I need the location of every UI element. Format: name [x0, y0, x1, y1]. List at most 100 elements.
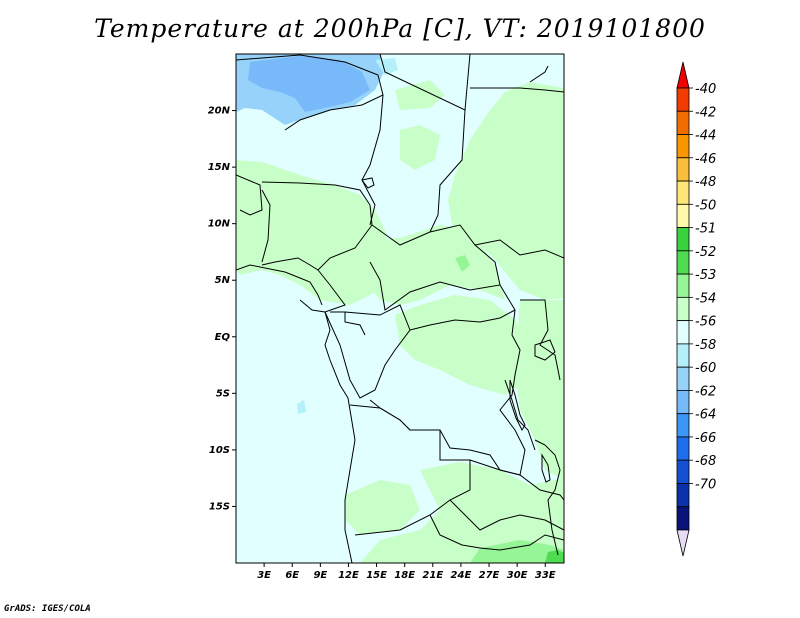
coastline-east-africa: [534, 439, 561, 556]
border-southern: [449, 499, 564, 531]
colorbar-label: -42: [695, 105, 716, 120]
colorbar-swatch: [676, 203, 690, 228]
colorbar-swatch: [676, 296, 690, 322]
colorbar-label: -60: [695, 361, 716, 376]
coastline-lake-chad: [361, 177, 375, 189]
colorbar-swatch: [676, 87, 690, 112]
lat-tick-label: 10S: [209, 445, 230, 456]
border-zambia: [469, 459, 564, 501]
border-cameroon: [299, 269, 346, 313]
colorbar-bottom-arrow: [676, 529, 690, 557]
lat-tick-label: EQ: [215, 332, 231, 343]
lon-tick-label: 24E: [451, 570, 472, 581]
lat-tick-label: 15N: [208, 162, 231, 173]
colorbar-swatch: [676, 459, 690, 484]
fill-region-minus54-sahara: [400, 125, 440, 170]
colorbar-swatch: [676, 390, 690, 415]
border-gabon: [330, 311, 366, 336]
border-egypt-sudan: [470, 87, 564, 93]
lon-tick-label: 21E: [422, 570, 443, 581]
colorbar-label: -46: [695, 152, 716, 167]
colorbar-label: -66: [695, 431, 716, 446]
lake-malawi: [541, 453, 551, 483]
colorbar-swatch: [676, 227, 690, 252]
lon-tick-label: 33E: [535, 570, 556, 581]
lon-tick-label: 18E: [394, 570, 415, 581]
grads-credit: GrADS: IGES/COLA: [4, 604, 91, 614]
fill-region-minus54-east: [448, 82, 564, 300]
colorbar-label: -53: [695, 268, 716, 283]
map-plot-area: 20N 15N 10N 5N EQ 5S 10S 15S 3E 6E 9E 12E 15E 18E 21E…: [208, 53, 565, 581]
lon-tick-label: 3E: [257, 570, 271, 581]
fill-region-minus54-west-africa: [236, 160, 390, 305]
colorbar-top-arrow: [676, 61, 690, 89]
colorbar-swatch: [676, 273, 690, 298]
colorbar-swatch: [676, 343, 690, 368]
colorbar-swatch: [676, 157, 690, 182]
colorbar-swatch: [676, 110, 690, 135]
border-niger-chad: [361, 94, 384, 226]
colorbar-swatch: [676, 134, 690, 159]
fill-region-minus52-south: [545, 550, 564, 563]
border-uganda-kenya: [520, 299, 561, 381]
fill-region-minus54-southwest: [345, 480, 420, 535]
colorbar-label: -40: [695, 82, 716, 97]
chart-title: Temperature at 200hPa [C], VT: 201910180…: [94, 14, 706, 43]
colorbar-label: -56: [695, 315, 716, 330]
border-nigeria: [261, 181, 373, 271]
coastline-red-sea: [529, 65, 549, 83]
colorbar-label: -70: [695, 477, 716, 492]
lat-tick-label: 5N: [215, 275, 231, 286]
fill-region-minus60: [248, 56, 370, 112]
fill-region-minus56-south: [297, 400, 306, 414]
fill-region-minus53-central: [455, 255, 470, 272]
colorbar-swatch: [676, 366, 690, 391]
lat-tick-label: 5S: [216, 388, 230, 399]
latitude-axis: 20N 15N 10N 5N EQ 5S 10S 15S: [208, 106, 236, 512]
colorbar-label: -62: [695, 384, 716, 399]
colorbar-label: -50: [695, 198, 716, 213]
colorbar-swatch: [676, 320, 690, 345]
fill-region-minus54-congo: [395, 295, 530, 395]
lat-tick-label: 20N: [208, 106, 231, 117]
border-drc-north: [409, 309, 516, 331]
lon-tick-label: 15E: [366, 570, 387, 581]
fill-region-minus54-north-strip: [395, 80, 445, 110]
border-angola: [349, 404, 471, 536]
fill-region-minus56-north: [375, 58, 398, 75]
colorbar-swatch: [676, 180, 690, 205]
country-borders: [236, 54, 564, 563]
border-south-lower: [429, 514, 564, 551]
lat-tick-label: 10N: [208, 219, 231, 230]
colorbar-label: -68: [695, 454, 716, 469]
coastline-gulf-guinea: [324, 311, 356, 563]
lon-tick-label: 6E: [285, 570, 299, 581]
lat-tick-label: 15S: [209, 501, 230, 512]
colorbar-swatch: [676, 506, 690, 531]
colorbar-label: -51: [695, 222, 716, 237]
fill-region-minus54-central: [360, 225, 505, 305]
border-congo: [324, 304, 411, 399]
colorbar-label: -64: [695, 408, 716, 423]
border-west-africa: [236, 174, 263, 216]
border-south-sudan: [474, 239, 564, 259]
colorbar-swatch: [676, 250, 690, 275]
colorbar-label: -52: [695, 245, 716, 260]
lake-victoria: [534, 339, 556, 361]
border-benin-togo: [261, 189, 271, 263]
colorbar-swatch: [676, 413, 690, 438]
lon-tick-label: 27E: [479, 570, 500, 581]
border-libya-chad: [379, 54, 471, 111]
colorbar-swatch: [676, 436, 690, 461]
lake-tanganyika: [509, 379, 526, 432]
map-frame: [235, 53, 565, 564]
fill-region-minus53-south: [470, 540, 564, 563]
lon-tick-label: 9E: [313, 570, 327, 581]
border-chad-sudan: [429, 109, 466, 233]
lon-tick-label: 30E: [507, 570, 528, 581]
longitude-axis: 3E 6E 9E 12E 15E 18E 21E 24E 27E 30E 33E: [257, 563, 556, 581]
lon-tick-label: 12E: [338, 570, 359, 581]
colorbar-label: -58: [695, 338, 716, 353]
coastline-west-africa: [236, 264, 323, 306]
